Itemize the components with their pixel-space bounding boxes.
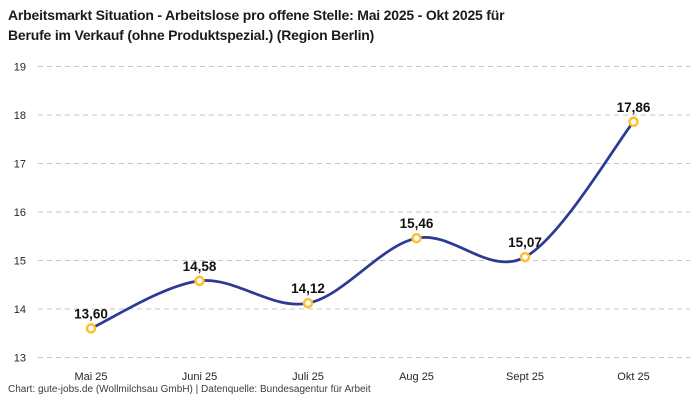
x-axis-tick-label: Juli 25	[292, 371, 324, 383]
chart-title-line-2: Berufe im Verkauf (ohne Produktspezial.)…	[8, 27, 375, 43]
data-point-marker[interactable]	[302, 297, 314, 309]
data-point-value-label: 15,46	[400, 216, 434, 231]
x-axis-tick-label: Aug 25	[399, 371, 434, 383]
data-point-marker[interactable]	[519, 251, 531, 263]
y-axis-tick-label: 15	[14, 256, 26, 268]
chart-source-note: Chart: gute-jobs.de (Wollmilchsau GmbH) …	[8, 384, 371, 395]
x-axis-tick-label: Juni 25	[182, 371, 217, 383]
chart-title-line-1: Arbeitsmarkt Situation - Arbeitslose pro…	[8, 7, 505, 23]
data-point-value-label: 15,07	[508, 235, 542, 250]
y-axis-tick-label: 18	[14, 110, 26, 122]
data-point-value-label: 14,58	[183, 259, 217, 274]
x-axis-tick-label: Okt 25	[617, 371, 649, 383]
y-axis-tick-label: 16	[14, 207, 26, 219]
data-point-marker[interactable]	[85, 323, 97, 334]
data-point-marker[interactable]	[194, 275, 205, 287]
data-point-marker[interactable]	[628, 116, 639, 128]
y-axis-tick-label: 17	[14, 159, 26, 171]
y-axis-tick-label: 14	[14, 304, 26, 316]
y-axis-tick-label: 13	[14, 353, 26, 365]
data-point-value-label: 13,60	[74, 306, 108, 321]
chart-title: Arbeitsmarkt Situation - Arbeitslose pro…	[8, 5, 505, 45]
data-point-value-label: 14,12	[291, 281, 325, 296]
x-axis-tick-label: Mai 25	[74, 371, 107, 383]
data-point-value-label: 17,86	[617, 100, 651, 115]
data-point-marker[interactable]	[411, 232, 422, 244]
x-axis-tick-label: Sept 25	[506, 371, 544, 383]
line-series	[89, 120, 635, 330]
y-axis-tick-label: 19	[14, 62, 26, 74]
